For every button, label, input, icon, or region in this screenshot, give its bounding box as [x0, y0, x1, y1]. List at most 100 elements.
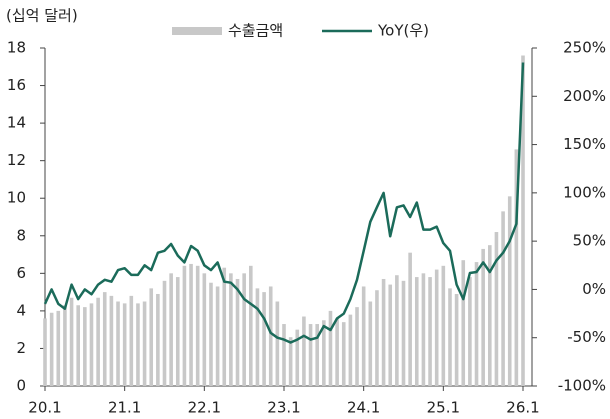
- y-tick-label: 4: [16, 301, 26, 319]
- bar: [388, 284, 393, 386]
- bar: [229, 273, 233, 386]
- bar: [235, 278, 240, 386]
- bar: [375, 290, 379, 386]
- y-tick-label: 16: [7, 76, 26, 94]
- legend-swatch: [172, 27, 222, 35]
- bar: [255, 288, 260, 386]
- bar: [102, 292, 107, 386]
- bar: [129, 295, 134, 386]
- y-tick-label: 8: [16, 226, 26, 244]
- bar: [209, 282, 213, 386]
- bar: [322, 320, 326, 386]
- bar: [202, 273, 207, 386]
- bar: [242, 273, 246, 386]
- bar: [268, 286, 273, 386]
- bar: [175, 277, 180, 386]
- y-tick-label: 10: [7, 189, 26, 207]
- bar: [122, 303, 127, 386]
- y-tick-label: 12: [7, 151, 26, 169]
- bar: [282, 324, 286, 386]
- bar: [76, 305, 80, 386]
- line: [43, 62, 525, 344]
- bar: [361, 286, 366, 386]
- bar: [43, 318, 47, 386]
- bar: [328, 310, 333, 386]
- x-tick-label: 24.1: [347, 399, 380, 417]
- bar: [434, 269, 439, 386]
- bar: [488, 245, 492, 386]
- bar: [136, 303, 140, 386]
- bar: [302, 316, 306, 386]
- bar: [461, 260, 466, 386]
- y-tick-label: 18: [7, 39, 26, 57]
- bar: [501, 211, 505, 386]
- y-tick-label: 6: [16, 264, 26, 282]
- bar: [308, 324, 313, 386]
- y2-tick-label: -100%: [558, 377, 606, 395]
- bar: [335, 318, 339, 386]
- bar: [222, 267, 227, 386]
- bar: [262, 292, 266, 386]
- bar: [109, 295, 114, 386]
- y2-tick-label: 0%: [582, 280, 606, 298]
- x-tick-label: 21.1: [108, 399, 141, 417]
- bar: [315, 324, 319, 386]
- bar: [494, 232, 499, 386]
- y-tick-label: 2: [16, 339, 26, 357]
- bar: [49, 312, 54, 386]
- y2-tick-label: 100%: [563, 183, 606, 201]
- bar: [63, 305, 67, 386]
- bar: [408, 252, 412, 386]
- x-tick-label: 26.1: [506, 399, 539, 417]
- bar: [142, 301, 147, 386]
- bar: [521, 55, 525, 387]
- bar: [355, 307, 359, 386]
- bar: [189, 263, 193, 386]
- y2-tick-label: -50%: [567, 328, 606, 346]
- bar: [401, 280, 406, 386]
- y2-tick-label: 150%: [563, 135, 606, 153]
- bar: [428, 277, 432, 386]
- bar: [275, 301, 280, 386]
- bar: [156, 293, 160, 386]
- bar: [507, 196, 512, 386]
- x-tick-label: 25.1: [427, 399, 460, 417]
- bar: [454, 293, 459, 386]
- bar: [295, 329, 300, 386]
- bar: [83, 307, 87, 386]
- legend-label: YoY(우): [377, 22, 429, 40]
- bar: [514, 149, 519, 386]
- bar: [116, 301, 120, 386]
- x-tick-label: 20.1: [28, 399, 61, 417]
- y-axis-label: (십억 달러): [6, 7, 78, 25]
- y2-tick-label: 50%: [573, 232, 606, 250]
- bar: [468, 277, 472, 386]
- bar: [421, 273, 426, 386]
- bar: [341, 322, 346, 386]
- bar: [368, 301, 373, 386]
- legend-label: 수출금액: [228, 22, 283, 40]
- bar: [395, 275, 399, 386]
- bar: [448, 288, 452, 386]
- bar: [169, 273, 173, 386]
- bar: [96, 297, 100, 386]
- bar: [162, 280, 167, 386]
- y-tick-label: 14: [7, 114, 26, 132]
- bar: [414, 277, 419, 386]
- y2-tick-label: 200%: [563, 87, 606, 105]
- bar: [56, 310, 61, 386]
- bar: [474, 262, 479, 386]
- bar: [89, 303, 94, 386]
- bar: [481, 248, 485, 386]
- bar: [195, 265, 200, 386]
- bar: [215, 286, 220, 386]
- bar: [381, 278, 386, 386]
- bar: [288, 337, 293, 386]
- x-tick-label: 23.1: [267, 399, 300, 417]
- bar: [441, 265, 446, 386]
- bar: [249, 265, 253, 386]
- bar: [182, 265, 187, 386]
- bar: [149, 288, 154, 386]
- x-tick-label: 22.1: [188, 399, 221, 417]
